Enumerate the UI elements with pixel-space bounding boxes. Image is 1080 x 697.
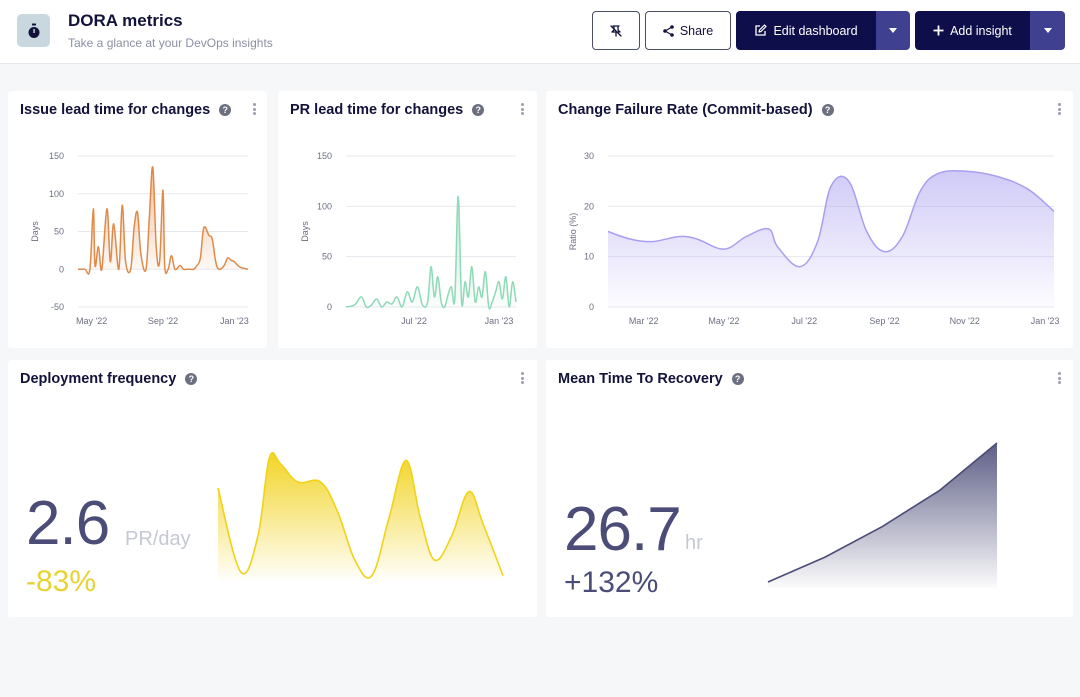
mttr-change: +132% [564, 566, 659, 599]
y-tick-label: 100 [317, 201, 332, 211]
sparkline-line [767, 442, 998, 583]
card-title: Mean Time To Recovery [558, 371, 723, 387]
deployment-frequency-card: Deployment frequency ? 2.6 PR/day -83% [8, 360, 537, 617]
y-tick-label: 10 [584, 252, 594, 262]
help-icon[interactable]: ? [472, 104, 485, 116]
x-tick-label: Nov '22 [950, 316, 980, 326]
y-tick-label: 150 [49, 151, 64, 161]
y-tick-label: 30 [584, 151, 594, 161]
y-tick-label: 0 [589, 302, 594, 312]
y-tick-label: 50 [322, 252, 332, 262]
deployment-frequency-change: -83% [26, 565, 97, 598]
sparkline-area [218, 452, 503, 580]
y-tick-label: -50 [51, 302, 64, 312]
deployment-frequency-value: 2.6 [26, 489, 110, 558]
edit-icon [754, 24, 768, 37]
dashboard-subtitle: Take a glance at your DevOps insights [68, 36, 273, 50]
card-title: PR lead time for changes [290, 102, 464, 118]
change-failure-rate-card: Change Failure Rate (Commit-based) ? 30 2… [546, 91, 1073, 348]
plus-icon [933, 25, 944, 36]
sparkline-line [217, 452, 504, 579]
y-axis-label: Ratio (%) [568, 213, 578, 251]
x-tick-label: Jul '22 [791, 316, 817, 326]
share-icon [663, 24, 674, 37]
x-tick-label: May '22 [76, 316, 107, 326]
more-options-icon[interactable] [517, 102, 527, 116]
mean-time-to-recovery-card: Mean Time To Recovery ? 26.7 hr +132% [546, 360, 1073, 617]
add-insight-button[interactable]: Add insight [915, 11, 1030, 50]
change-failure-rate-chart: 30 20 10 0 Mar '22 May '22 Jul '22 Sep '22 Nov '… [568, 151, 1060, 326]
issue-lead-time-card: Issue lead time for changes ? 150 100 50 0 -… [8, 91, 267, 348]
card-title: Issue lead time for changes [20, 102, 211, 118]
deployment-frequency-unit: PR/day [125, 528, 191, 550]
share-label: Share [679, 23, 714, 38]
help-icon[interactable]: ? [731, 373, 744, 385]
add-insight-menu-button[interactable] [1030, 11, 1065, 50]
x-tick-label: Jan '23 [1031, 316, 1060, 326]
help-icon[interactable]: ? [219, 104, 232, 116]
x-tick-label: Jan '23 [485, 316, 514, 326]
caret-down-icon [1043, 28, 1052, 33]
y-tick-label: 0 [327, 302, 332, 312]
series-area [608, 170, 1054, 307]
edit-dashboard-menu-button[interactable] [876, 11, 910, 50]
more-options-icon[interactable] [517, 371, 527, 385]
y-tick-label: 50 [54, 227, 64, 237]
card-title: Deployment frequency [20, 371, 177, 387]
deployment-frequency-sparkline [217, 452, 504, 580]
series-area [346, 196, 516, 309]
mttr-sparkline [767, 442, 998, 588]
card-title: Change Failure Rate (Commit-based) [558, 102, 813, 118]
stopwatch-icon [17, 14, 50, 47]
x-tick-label: Sep '22 [869, 316, 899, 326]
pr-lead-time-chart: 150 100 50 0 Jul '22 Jan '23 Days [300, 151, 517, 326]
mttr-unit: hr [685, 532, 703, 554]
edit-dashboard-label: Edit dashboard [773, 23, 858, 38]
dashboard-title: DORA metrics [68, 11, 183, 30]
sparkline-area [768, 443, 997, 588]
more-options-icon[interactable] [1054, 371, 1064, 385]
edit-dashboard-button[interactable]: Edit dashboard [736, 11, 876, 50]
x-tick-label: Jul '22 [401, 316, 427, 326]
issue-lead-time-chart: 150 100 50 0 -50 May '22 Sep '22 Jan '23 Days [30, 151, 249, 326]
pr-lead-time-card: PR lead time for changes ? 150 100 50 0 Jul … [278, 91, 537, 348]
more-options-icon[interactable] [1054, 102, 1064, 116]
more-options-icon[interactable] [249, 102, 259, 116]
share-button[interactable]: Share [645, 11, 731, 50]
x-tick-label: Jan '23 [220, 316, 249, 326]
series-line [77, 166, 249, 275]
y-tick-label: 100 [49, 189, 64, 199]
mttr-value: 26.7 [564, 495, 682, 564]
series-line [345, 195, 517, 310]
y-tick-label: 20 [584, 201, 594, 211]
help-icon[interactable]: ? [185, 373, 198, 385]
series-line [607, 169, 1055, 268]
x-tick-label: Sep '22 [148, 316, 178, 326]
x-tick-label: May '22 [708, 316, 739, 326]
help-icon[interactable]: ? [821, 104, 834, 116]
hide-annotations-button[interactable] [592, 11, 640, 50]
y-tick-label: 150 [317, 151, 332, 161]
pin-off-icon [610, 24, 622, 37]
add-insight-label: Add insight [950, 23, 1012, 38]
y-tick-label: 0 [59, 264, 64, 274]
caret-down-icon [889, 28, 897, 33]
y-axis-label: Days [30, 221, 40, 242]
page-header: DORA metrics Take a glance at your DevOp… [0, 0, 1080, 64]
y-axis-label: Days [300, 221, 310, 242]
x-tick-label: Mar '22 [629, 316, 659, 326]
